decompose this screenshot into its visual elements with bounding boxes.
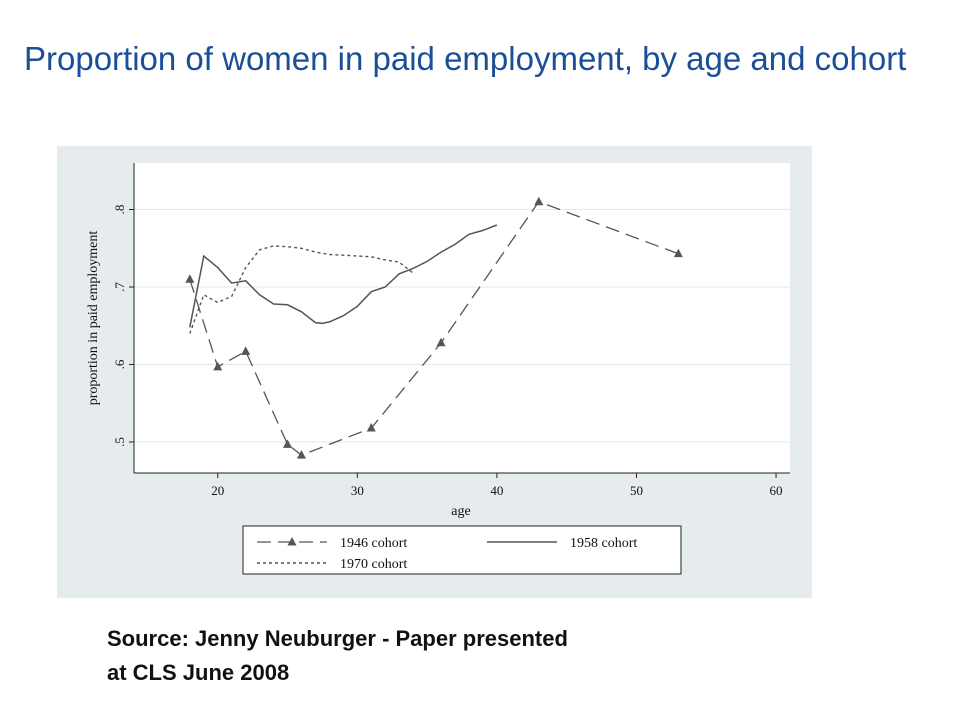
legend-label-1970: 1970 cohort [340, 557, 407, 572]
data-point-1946 [283, 439, 293, 448]
source-note: Source: Jenny Neuburger - Paper presente… [107, 622, 807, 690]
gridlines [134, 209, 790, 443]
data-point-1946 [366, 423, 376, 432]
plot-area [134, 163, 790, 473]
y-tick-label: .8 [112, 205, 127, 215]
series-layer [185, 196, 683, 459]
x-tick-label: 30 [351, 483, 364, 498]
data-point-1946 [213, 361, 223, 371]
source-line-2: at CLS June 2008 [107, 660, 290, 685]
data-point-1946 [296, 450, 306, 459]
y-tick-label: .5 [112, 437, 127, 447]
legend-label-1958: 1958 cohort [570, 536, 637, 551]
chart-panel: .5 .6 .7 .8 20 30 40 50 60 proportion in paid e… [57, 146, 812, 598]
data-point-1946 [534, 196, 544, 206]
slide-title: Proportion of women in paid employment, … [24, 40, 907, 77]
y-tick-label: .6 [112, 359, 127, 369]
legend-keys [257, 537, 557, 564]
x-tick-label: 60 [770, 483, 783, 498]
data-point-1946 [673, 248, 683, 258]
legend-label-1946: 1946 cohort [340, 536, 407, 551]
source-line-1: Source: Jenny Neuburger - Paper presente… [107, 626, 568, 651]
legend: 1946 cohort 1958 cohort 1970 cohort [242, 525, 682, 575]
data-point-1946 [185, 274, 195, 283]
legend-key-1946-marker [287, 537, 297, 546]
data-point-1946 [436, 337, 446, 347]
x-ticks: 20 30 40 50 60 [211, 473, 783, 498]
series-line-1970 [189, 245, 414, 334]
x-axis-title: age [451, 504, 470, 519]
legend-box [242, 525, 682, 575]
employment-line-chart: .5 .6 .7 .8 20 30 40 50 60 proportion in paid e… [86, 163, 790, 575]
data-point-1946 [241, 346, 251, 355]
y-ticks: .5 .6 .7 .8 [112, 205, 134, 447]
x-tick-label: 20 [211, 483, 224, 498]
y-tick-label: .7 [112, 282, 127, 292]
x-tick-label: 40 [490, 483, 503, 498]
x-tick-label: 50 [630, 483, 643, 498]
y-axis-title: proportion in paid employment [86, 231, 101, 406]
series-line-1958 [189, 224, 498, 328]
